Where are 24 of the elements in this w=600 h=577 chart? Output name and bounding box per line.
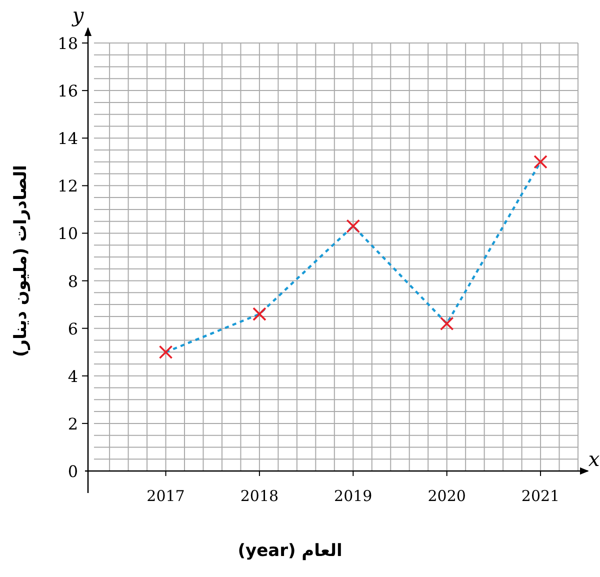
x-tick-label: 2020 [428, 487, 466, 505]
y-tick-label: 14 [58, 129, 78, 148]
text: y [71, 3, 84, 27]
point [158, 345, 173, 360]
x-tick-label: 2018 [240, 487, 279, 505]
y-tick-label: 10 [58, 224, 78, 244]
y-axis-title: الصادرات (مليون دينار) [11, 165, 31, 357]
y-tick-label: 4 [68, 366, 78, 386]
point [346, 219, 360, 233]
y-tick-label: 16 [58, 82, 78, 101]
point [534, 154, 548, 169]
point [440, 316, 454, 330]
x-tick-label: 2017 [146, 487, 185, 505]
y-tick-label: 8 [68, 272, 78, 291]
y-tick-label: 12 [58, 176, 78, 196]
x-tick-label: 2019 [334, 487, 372, 505]
text: x [588, 447, 600, 471]
y-tick-label: 2 [68, 414, 78, 434]
x-axis-title: العام (year) [238, 541, 342, 561]
y-tick-label: 6 [68, 319, 78, 338]
y-tick-label: 18 [58, 34, 78, 53]
point [252, 307, 266, 321]
y-tick-label: 0 [68, 462, 78, 481]
x-tick-label: 2021 [521, 487, 560, 505]
